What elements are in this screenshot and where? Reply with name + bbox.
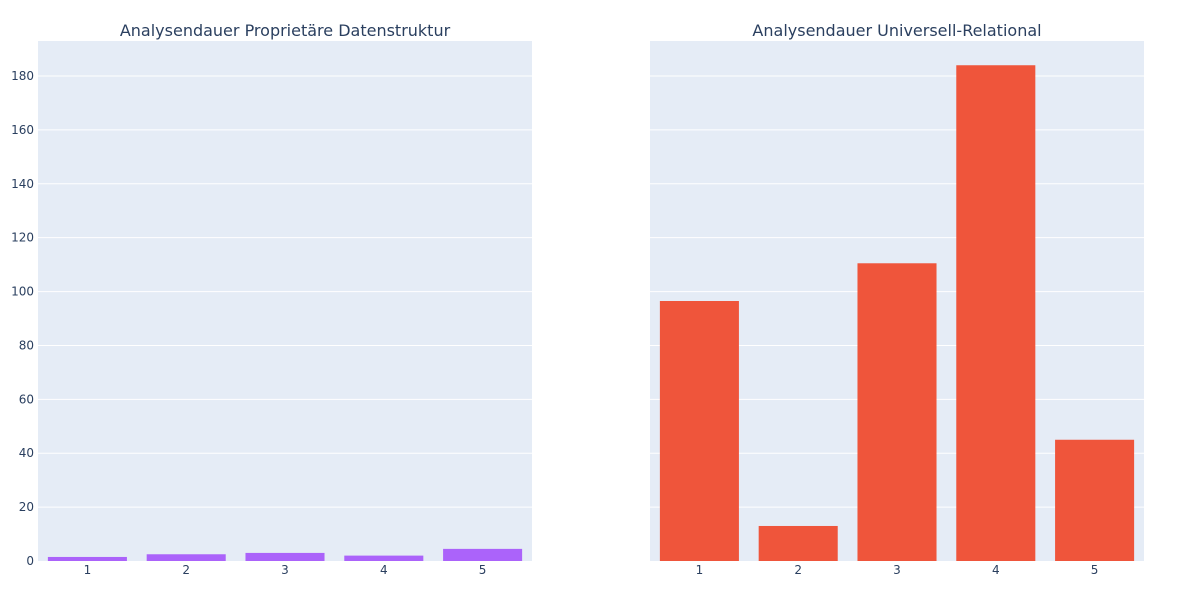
y-tick-label: 20 xyxy=(19,500,34,514)
subplot-title: Analysendauer Proprietäre Datenstruktur xyxy=(120,21,451,40)
bar-4 xyxy=(344,555,424,561)
y-tick-label: 140 xyxy=(11,177,34,191)
bar-4 xyxy=(956,65,1036,561)
x-tick-label: 2 xyxy=(794,563,802,577)
bar-1 xyxy=(47,556,127,561)
bar-2 xyxy=(146,554,226,561)
y-tick-label: 180 xyxy=(11,69,34,83)
x-tick-label: 1 xyxy=(84,563,92,577)
x-tick-label: 5 xyxy=(1091,563,1099,577)
x-tick-label: 3 xyxy=(281,563,289,577)
x-tick-label: 5 xyxy=(479,563,487,577)
y-tick-label: 60 xyxy=(19,392,34,406)
bar-3 xyxy=(245,552,325,561)
bar-1 xyxy=(659,301,739,561)
y-tick-label: 0 xyxy=(26,554,34,568)
y-tick-label: 120 xyxy=(11,231,34,245)
subplot-2: 1 2 3 4 5 Analysendauer Universell-Relational xyxy=(650,21,1144,577)
y-tick-label: 40 xyxy=(19,446,34,460)
x-tick-label: 4 xyxy=(380,563,388,577)
x-tick-label: 1 xyxy=(696,563,704,577)
bar-5 xyxy=(1055,439,1135,561)
x-tick-label: 3 xyxy=(893,563,901,577)
y-tick-label: 100 xyxy=(11,285,34,299)
x-tick-label: 2 xyxy=(182,563,190,577)
bar-2 xyxy=(758,525,838,561)
y-tick-label: 160 xyxy=(11,123,34,137)
subplot-1: 0 20 40 60 80 100 120 140 160 180 1 2 3 4 5 Analysendau… xyxy=(11,21,532,577)
subplot-title: Analysendauer Universell-Relational xyxy=(752,21,1041,40)
x-tick-label: 4 xyxy=(992,563,1000,577)
bar-3 xyxy=(857,263,937,561)
bar-5 xyxy=(443,548,523,561)
plot-background xyxy=(38,41,532,561)
y-tick-label: 80 xyxy=(19,338,34,352)
